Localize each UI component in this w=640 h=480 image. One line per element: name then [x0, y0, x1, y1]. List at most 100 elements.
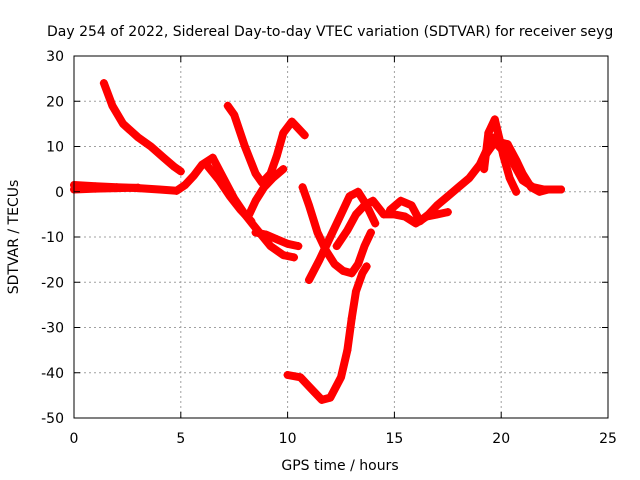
data-point — [401, 212, 410, 221]
data-point — [170, 162, 179, 171]
data-point — [330, 260, 339, 269]
data-point — [283, 371, 292, 380]
data-point — [159, 153, 168, 162]
data-point — [247, 217, 256, 226]
y-axis-label: SDTVAR / TECUs — [6, 180, 22, 295]
series-line — [283, 262, 371, 404]
data-point — [304, 275, 313, 284]
data-point — [332, 242, 341, 251]
data-point — [407, 201, 416, 210]
data-point — [146, 142, 155, 151]
data-point — [345, 192, 354, 201]
data-point — [433, 210, 442, 219]
x-tick-label: 15 — [385, 431, 403, 447]
data-point — [337, 373, 345, 382]
series-line — [478, 138, 565, 194]
axis-ticks: 0 5 10 15 20 25 -50 -40 -30 -20 -10 0 10 20 30 — [41, 49, 617, 447]
data-point — [416, 217, 425, 226]
data-point — [300, 131, 309, 140]
data-point — [386, 205, 395, 214]
data-point — [358, 269, 367, 278]
series-seg2 — [99, 79, 185, 176]
data-point — [279, 251, 288, 260]
data-point — [266, 242, 275, 251]
data-point — [279, 165, 288, 174]
data-point — [134, 133, 143, 142]
data-point — [495, 133, 504, 142]
data-point — [362, 262, 371, 271]
series-seg4 — [202, 160, 256, 226]
y-tick-label: -20 — [41, 275, 64, 291]
data-point — [189, 171, 198, 180]
data-point — [290, 253, 299, 262]
data-point — [215, 176, 224, 185]
data-point — [539, 185, 548, 194]
data-point — [268, 174, 277, 183]
series-layer — [70, 79, 566, 404]
data-point — [326, 233, 335, 241]
data-point — [369, 196, 378, 205]
chart-title: Day 254 of 2022, Sidereal Day-to-day VTE… — [47, 24, 613, 40]
data-point — [518, 176, 527, 185]
data-point — [119, 119, 128, 128]
series-line — [223, 101, 309, 187]
data-point — [339, 266, 348, 275]
data-point — [480, 165, 489, 174]
series-seg15 — [70, 183, 143, 194]
data-point — [245, 210, 254, 219]
data-point — [251, 169, 260, 178]
data-point — [503, 140, 512, 149]
y-tick-label: 0 — [55, 185, 64, 201]
data-point — [91, 184, 100, 193]
series-seg7 — [251, 228, 303, 251]
data-point — [283, 239, 292, 248]
series-seg5 — [223, 101, 309, 187]
data-point — [351, 287, 360, 296]
data-point — [343, 346, 352, 355]
data-point — [272, 151, 281, 160]
data-point — [108, 101, 117, 110]
data-point — [99, 79, 108, 88]
y-tick-label: -40 — [41, 366, 64, 382]
data-point — [366, 228, 375, 237]
data-point — [337, 210, 345, 219]
data-point — [360, 201, 369, 210]
x-tick-label: 10 — [279, 431, 297, 447]
data-point — [225, 192, 234, 201]
data-point — [240, 142, 249, 151]
data-point — [272, 235, 281, 244]
data-point — [294, 242, 303, 251]
data-point — [181, 180, 190, 189]
data-point — [360, 242, 369, 251]
y-tick-label: 20 — [46, 94, 64, 110]
data-point — [557, 185, 566, 194]
data-point — [454, 183, 463, 192]
data-point — [433, 201, 442, 210]
data-point — [176, 167, 185, 176]
data-point — [347, 314, 356, 323]
series-line — [99, 79, 185, 176]
data-point — [155, 185, 164, 194]
data-point — [499, 151, 508, 160]
data-point — [465, 174, 474, 183]
data-point — [424, 210, 433, 219]
data-point — [296, 373, 305, 382]
series-line — [298, 183, 375, 278]
data-point — [298, 183, 307, 192]
data-point — [251, 196, 260, 205]
data-point — [396, 196, 405, 205]
data-point — [347, 269, 356, 278]
x-tick-label: 20 — [492, 431, 510, 447]
data-point — [326, 393, 335, 402]
data-point — [505, 174, 514, 183]
data-point — [343, 226, 352, 235]
data-point — [443, 208, 452, 217]
data-point — [510, 160, 519, 169]
series-seg6 — [245, 165, 288, 219]
data-point — [112, 184, 121, 193]
data-point — [304, 201, 313, 210]
data-point — [354, 187, 363, 196]
series-line — [70, 183, 143, 194]
data-point — [315, 255, 324, 264]
